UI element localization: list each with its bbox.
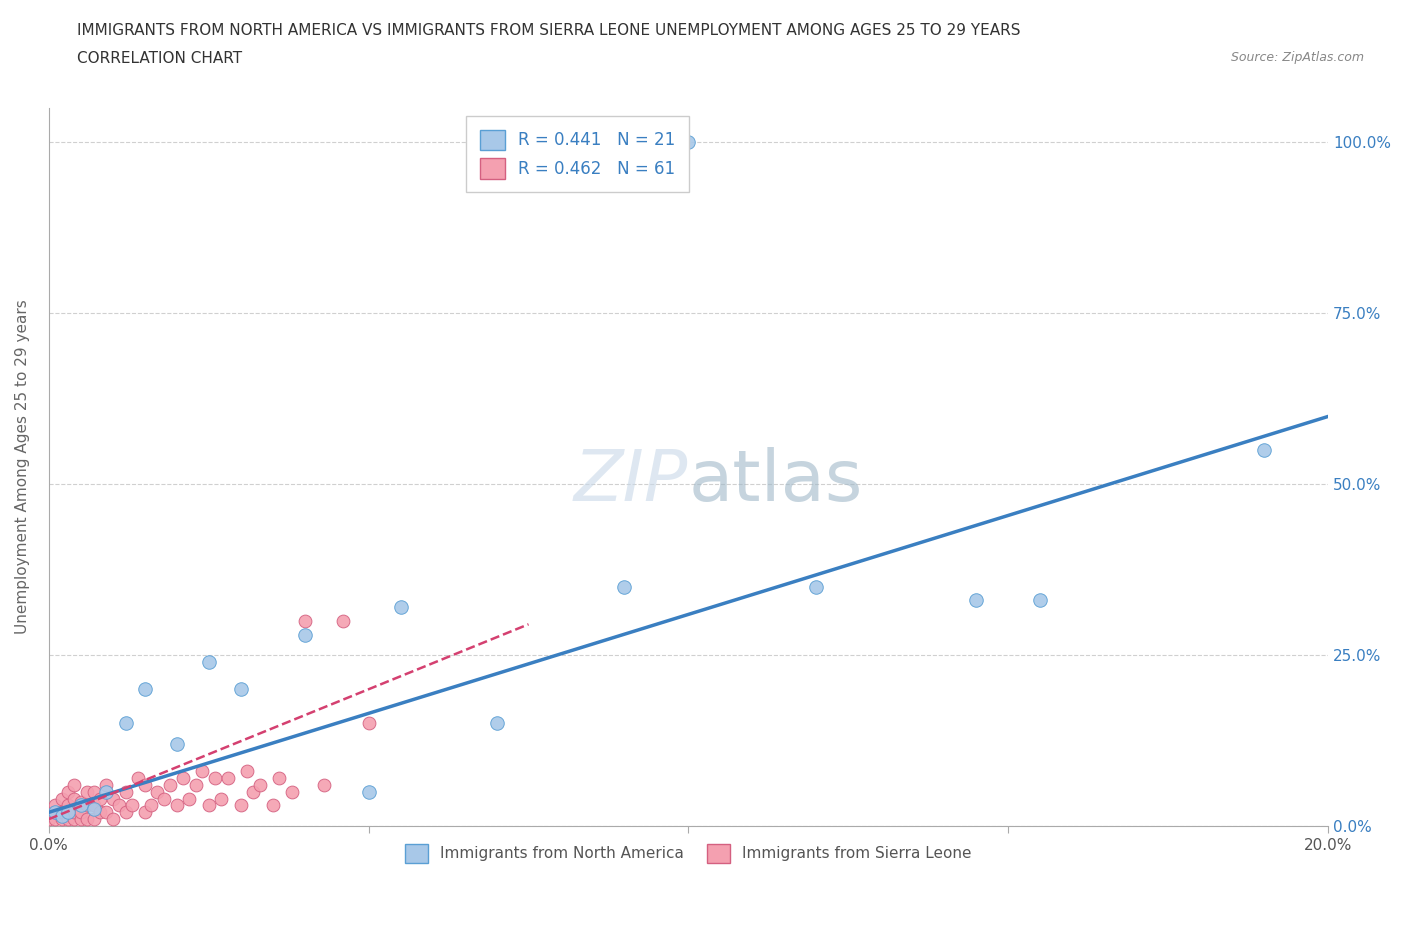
Point: [51, 812, 73, 827]
Point: [678, 135, 700, 150]
Point: [51, 808, 73, 823]
Legend: Immigrants from North America, Immigrants from Sierra Leone: Immigrants from North America, Immigrant…: [399, 838, 977, 869]
Point: [51, 791, 73, 806]
Point: [294, 627, 316, 642]
Point: [56, 804, 79, 819]
Point: [121, 798, 143, 813]
Point: [312, 777, 335, 792]
Point: [166, 798, 188, 813]
Point: [613, 579, 636, 594]
Point: [63, 791, 86, 806]
Point: [63, 812, 86, 827]
Point: [127, 771, 149, 786]
Point: [267, 771, 290, 786]
Point: [114, 716, 136, 731]
Point: [1029, 593, 1052, 608]
Point: [56, 804, 79, 819]
Point: [172, 771, 194, 786]
Point: [69, 794, 91, 809]
Point: [101, 791, 124, 806]
Point: [38, 812, 60, 827]
Point: [153, 791, 176, 806]
Point: [76, 798, 98, 813]
Point: [357, 716, 380, 731]
Point: [56, 784, 79, 799]
Point: [229, 682, 252, 697]
Point: [83, 798, 105, 813]
Point: [197, 798, 219, 813]
Text: atlas: atlas: [689, 447, 863, 516]
Point: [83, 784, 105, 799]
Point: [63, 777, 86, 792]
Point: [69, 798, 91, 813]
Point: [83, 812, 105, 827]
Point: [69, 804, 91, 819]
Point: [217, 771, 239, 786]
Point: [229, 798, 252, 813]
Point: [197, 655, 219, 670]
Point: [1253, 443, 1275, 458]
Point: [96, 777, 118, 792]
Point: [159, 777, 181, 792]
Point: [76, 812, 98, 827]
Point: [166, 737, 188, 751]
Text: ZIP: ZIP: [574, 447, 689, 516]
Point: [389, 600, 412, 615]
Point: [485, 716, 508, 731]
Y-axis label: Unemployment Among Ages 25 to 29 years: Unemployment Among Ages 25 to 29 years: [15, 299, 30, 634]
Point: [96, 804, 118, 819]
Point: [134, 777, 156, 792]
Point: [262, 798, 284, 813]
Point: [114, 804, 136, 819]
Text: CORRELATION CHART: CORRELATION CHART: [77, 51, 242, 66]
Point: [96, 784, 118, 799]
Point: [44, 804, 66, 819]
Point: [204, 771, 226, 786]
Point: [63, 804, 86, 819]
Point: [179, 791, 201, 806]
Point: [44, 798, 66, 813]
Point: [51, 804, 73, 819]
Point: [184, 777, 207, 792]
Point: [76, 784, 98, 799]
Point: [332, 614, 354, 629]
Text: Source: ZipAtlas.com: Source: ZipAtlas.com: [1230, 51, 1364, 64]
Point: [44, 804, 66, 819]
Point: [108, 798, 131, 813]
Point: [69, 812, 91, 827]
Point: [101, 812, 124, 827]
Point: [89, 791, 111, 806]
Point: [114, 784, 136, 799]
Text: IMMIGRANTS FROM NORTH AMERICA VS IMMIGRANTS FROM SIERRA LEONE UNEMPLOYMENT AMONG: IMMIGRANTS FROM NORTH AMERICA VS IMMIGRA…: [77, 23, 1021, 38]
Point: [134, 804, 156, 819]
Point: [44, 812, 66, 827]
Point: [56, 812, 79, 827]
Point: [146, 784, 169, 799]
Point: [294, 614, 316, 629]
Point: [83, 802, 105, 817]
Point: [965, 593, 987, 608]
Point: [806, 579, 828, 594]
Point: [281, 784, 304, 799]
Point: [139, 798, 162, 813]
Point: [134, 682, 156, 697]
Point: [56, 798, 79, 813]
Point: [191, 764, 214, 778]
Point: [236, 764, 259, 778]
Point: [89, 804, 111, 819]
Point: [249, 777, 271, 792]
Point: [242, 784, 264, 799]
Point: [211, 791, 233, 806]
Point: [357, 784, 380, 799]
